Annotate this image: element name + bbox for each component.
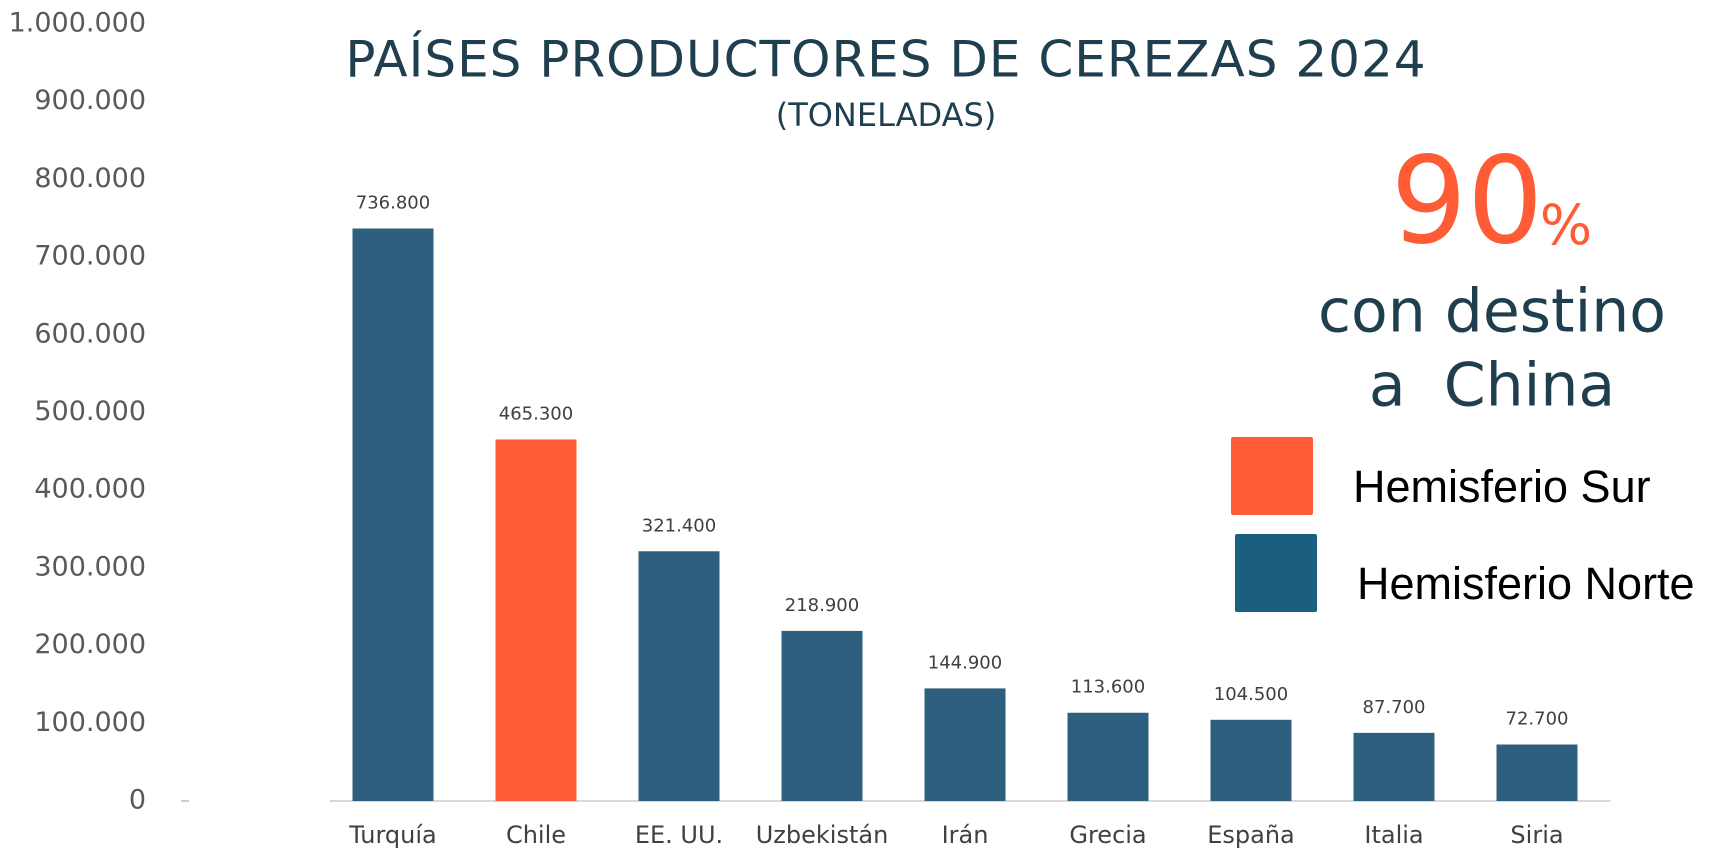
value-label: 144.900 xyxy=(928,652,1002,673)
annotation-line: a China xyxy=(1369,351,1615,421)
bar xyxy=(352,228,434,801)
x-tick-label: Siria xyxy=(1510,821,1563,849)
x-tick-label: Irán xyxy=(942,821,989,849)
value-label: 218.900 xyxy=(785,595,859,616)
bar xyxy=(781,630,863,801)
annotation-value: 90 xyxy=(1391,133,1544,272)
x-tick-label: EE. UU. xyxy=(635,821,723,849)
value-label: 104.500 xyxy=(1214,684,1288,705)
bar xyxy=(1067,712,1149,801)
bar xyxy=(495,439,577,801)
x-tick-label: Turquía xyxy=(348,821,437,849)
x-tick-label: Chile xyxy=(506,821,566,849)
value-label: 321.400 xyxy=(642,515,716,536)
y-tick-label: 500.000 xyxy=(34,396,146,427)
y-tick-label: 900.000 xyxy=(34,85,146,116)
legend-label: Hemisferio Sur xyxy=(1353,461,1651,512)
value-label: 113.600 xyxy=(1071,677,1145,698)
x-tick-label: Italia xyxy=(1364,821,1423,849)
y-tick-label: 300.000 xyxy=(34,551,146,582)
y-tick-label: 100.000 xyxy=(34,707,146,738)
bar xyxy=(1210,719,1292,801)
x-tick-label: Uzbekistán xyxy=(756,821,889,849)
legend-swatch xyxy=(1235,534,1317,612)
y-tick-label: 1.000.000 xyxy=(9,8,146,39)
x-tick-label: España xyxy=(1207,821,1295,849)
y-tick-label: 700.000 xyxy=(34,241,146,272)
bar xyxy=(924,688,1006,801)
y-tick-label: 0 xyxy=(129,785,146,816)
legend-label: Hemisferio Norte xyxy=(1357,558,1695,609)
annotation-unit: % xyxy=(1540,193,1592,257)
bar xyxy=(1496,744,1578,801)
chart-subtitle: (TONELADAS) xyxy=(776,96,997,134)
value-label: 72.700 xyxy=(1506,709,1569,730)
y-tick-label: 200.000 xyxy=(34,629,146,660)
chart-title: PAÍSES PRODUCTORES DE CEREZAS 2024 xyxy=(345,30,1426,89)
y-tick-label: 400.000 xyxy=(34,474,146,505)
value-label: 87.700 xyxy=(1363,697,1426,718)
legend-swatch xyxy=(1231,437,1313,515)
y-tick-label: 800.000 xyxy=(34,163,146,194)
y-tick-label: 600.000 xyxy=(34,318,146,349)
value-label: 465.300 xyxy=(499,403,573,424)
annotation-line: con destino xyxy=(1318,277,1666,347)
value-label: 736.800 xyxy=(356,193,430,214)
bar xyxy=(638,551,720,801)
x-tick-label: Grecia xyxy=(1069,821,1146,849)
bar xyxy=(1353,732,1435,801)
